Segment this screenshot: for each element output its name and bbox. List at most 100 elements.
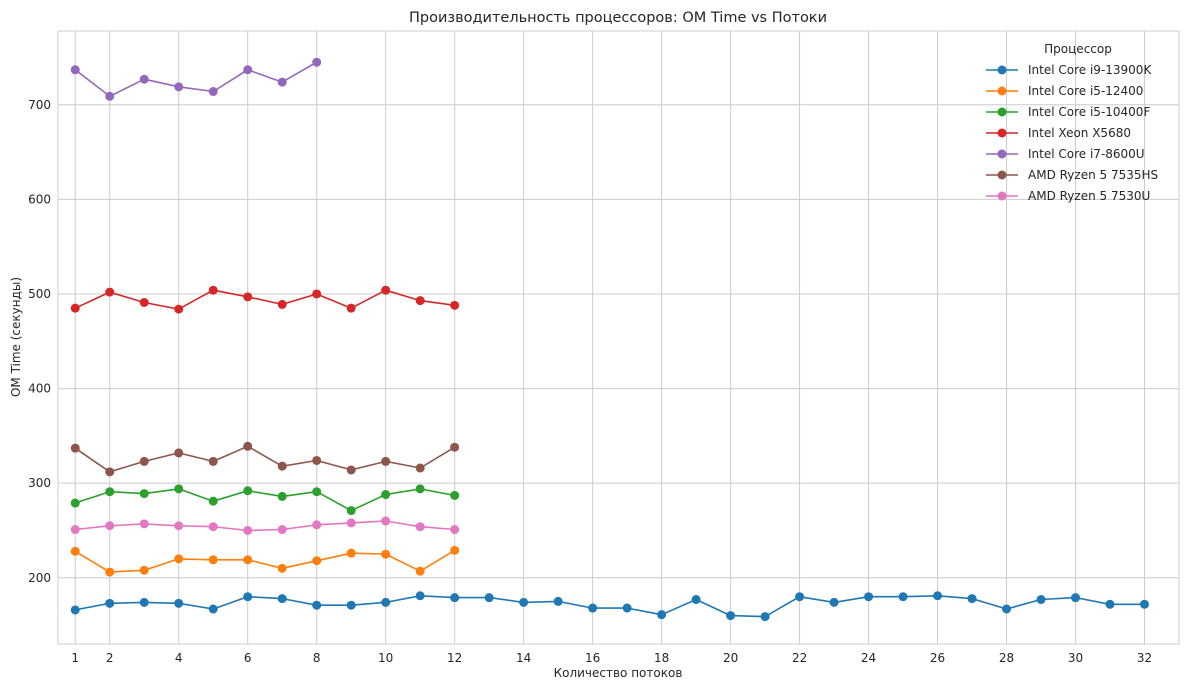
- series: [70, 57, 322, 101]
- data-point: [105, 567, 115, 577]
- data-point: [415, 463, 425, 473]
- data-point: [139, 297, 149, 307]
- data-point: [208, 604, 218, 614]
- data-point: [105, 521, 115, 531]
- data-point: [381, 456, 391, 466]
- series: [70, 516, 460, 535]
- data-point: [208, 456, 218, 466]
- data-point: [70, 303, 80, 313]
- data-point: [174, 521, 184, 531]
- data-point: [312, 600, 322, 610]
- data-point: [381, 516, 391, 526]
- data-point: [70, 525, 80, 535]
- plot-area-frame: [57, 30, 1180, 645]
- series-group: [70, 57, 1150, 622]
- data-point: [450, 525, 460, 535]
- data-point: [208, 496, 218, 506]
- data-point: [346, 465, 356, 475]
- data-point: [312, 57, 322, 67]
- data-point: [174, 448, 184, 458]
- legend: Процессор Intel Core i9-13900K Intel Core…: [986, 42, 1158, 203]
- legend-marker: [997, 86, 1007, 96]
- data-point: [415, 522, 425, 532]
- data-point: [450, 490, 460, 500]
- data-point: [70, 498, 80, 508]
- data-point: [208, 87, 218, 97]
- data-point: [208, 285, 218, 295]
- data-point: [933, 591, 943, 601]
- data-point: [243, 292, 253, 302]
- series-line: [75, 520, 455, 532]
- data-point: [829, 597, 839, 607]
- legend-label: Intel Xeon X5680: [1028, 126, 1131, 140]
- data-point: [105, 287, 115, 297]
- y-tick-label: 300: [28, 476, 51, 490]
- data-point: [277, 461, 287, 471]
- legend-item: Intel Core i7-8600U: [986, 147, 1145, 161]
- y-tick-label: 400: [28, 382, 51, 396]
- series-line: [74, 61, 318, 98]
- legend-item: AMD Ryzen 5 7530U: [986, 189, 1150, 203]
- legend-marker: [997, 65, 1007, 75]
- data-point: [139, 597, 149, 607]
- data-point: [312, 487, 322, 497]
- data-point: [450, 442, 460, 452]
- data-point: [70, 443, 80, 453]
- data-point: [519, 597, 529, 607]
- x-tick-label: 10: [378, 651, 393, 665]
- data-point: [381, 549, 391, 559]
- series: [70, 285, 460, 314]
- x-axis-ticks: 1 2 4 6 8 10 12 14 16 18 20 22 24 26 28 30 32: [71, 651, 1152, 665]
- data-point: [208, 522, 218, 532]
- x-tick-label: 6: [244, 651, 252, 665]
- data-point: [312, 289, 322, 299]
- data-point: [243, 555, 253, 565]
- legend-label: Intel Core i5-12400: [1028, 84, 1143, 98]
- data-point: [174, 82, 184, 92]
- series-line: [74, 289, 455, 310]
- x-tick-label: 30: [1068, 651, 1083, 665]
- data-point: [243, 65, 253, 75]
- series-line: [74, 445, 456, 473]
- x-tick-label: 1: [71, 651, 79, 665]
- data-point: [1105, 599, 1115, 609]
- series-line: [74, 549, 456, 573]
- data-point: [381, 597, 391, 607]
- y-axis-label: OM Time (секунды): [9, 277, 23, 397]
- data-point: [346, 506, 356, 516]
- legend-item: Intel Core i9-13900K: [986, 63, 1152, 77]
- data-point: [795, 592, 805, 602]
- data-point: [622, 603, 632, 613]
- data-point: [105, 467, 115, 477]
- data-point: [381, 490, 391, 500]
- data-point: [760, 612, 770, 622]
- data-point: [450, 593, 460, 603]
- series: [70, 484, 460, 516]
- series-line: [74, 488, 455, 512]
- x-tick-label: 14: [516, 651, 531, 665]
- series: [70, 591, 1150, 622]
- legend-marker: [997, 128, 1007, 138]
- data-point: [381, 285, 391, 295]
- data-point: [312, 556, 322, 566]
- x-tick-label: 20: [723, 651, 738, 665]
- x-tick-label: 26: [930, 651, 945, 665]
- data-point: [174, 554, 184, 564]
- x-axis-label: Количество потоков: [554, 666, 683, 680]
- legend-item: Intel Xeon X5680: [986, 126, 1131, 140]
- y-tick-label: 600: [28, 192, 51, 206]
- data-point: [898, 592, 908, 602]
- data-point: [657, 610, 667, 620]
- y-tick-label: 700: [28, 98, 51, 112]
- x-tick-label: 16: [585, 651, 600, 665]
- data-point: [484, 593, 494, 603]
- data-point: [139, 519, 149, 529]
- data-point: [346, 303, 356, 313]
- data-point: [139, 565, 149, 575]
- data-point: [105, 91, 115, 101]
- data-point: [139, 489, 149, 499]
- data-point: [174, 304, 184, 314]
- data-point: [139, 456, 149, 466]
- legend-label: Intel Core i5-10400F: [1028, 105, 1150, 119]
